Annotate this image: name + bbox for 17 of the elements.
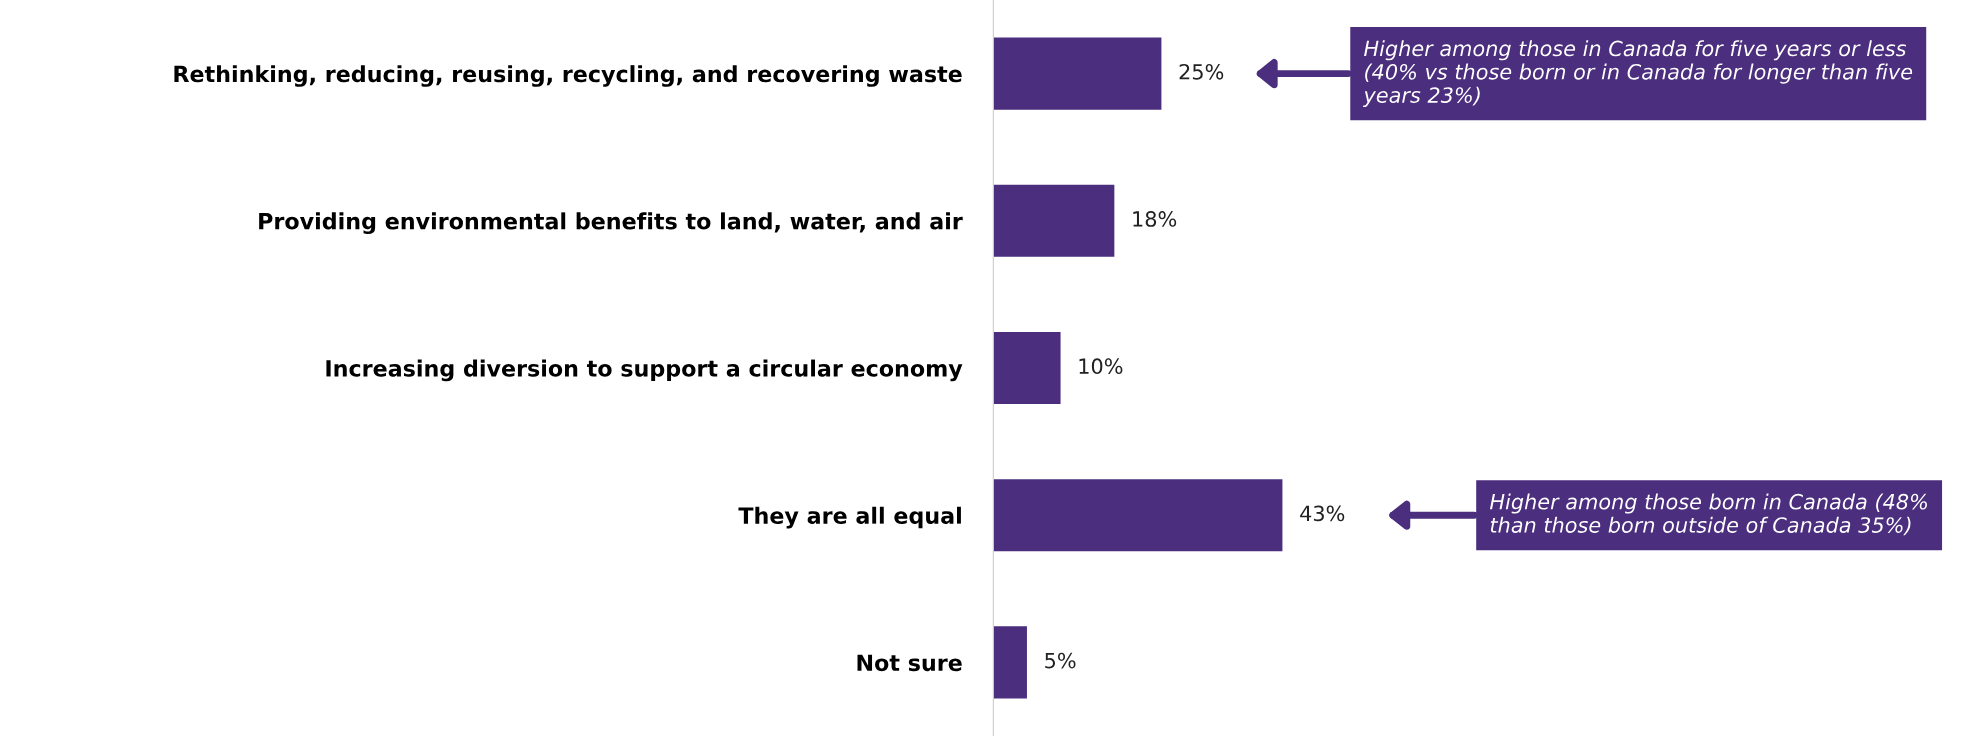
- y-tick-label: Not sure: [857, 654, 962, 672]
- bar: [993, 37, 1162, 110]
- bar: [993, 479, 1283, 552]
- y-tick-label: Rethinking, reducing, reusing, recycling, and recovering waste: [174, 65, 962, 87]
- data-label: 25%: [1179, 63, 1224, 80]
- bar: [993, 184, 1115, 257]
- data-label: 10%: [1079, 358, 1123, 375]
- text: Higher among those in Canada for five years or less (40% vs those born or in Canada for longer than five years 23%): [1362, 40, 1913, 108]
- bar: [993, 331, 1061, 405]
- data-label: 18%: [1133, 211, 1177, 227]
- y-tick-label: Providing environmental benefits to land, water, and air: [259, 212, 963, 235]
- text: Higher among those born in Canada (48% than those born outside of Canada 35%): [1489, 493, 1927, 536]
- data-label: 5%: [1045, 652, 1076, 669]
- y-tick-label: Increasing diversion to support a circular economy: [326, 359, 963, 382]
- bar: [993, 626, 1027, 699]
- data-label: 43%: [1300, 505, 1345, 522]
- y-tick-label: They are all equal: [738, 506, 961, 529]
